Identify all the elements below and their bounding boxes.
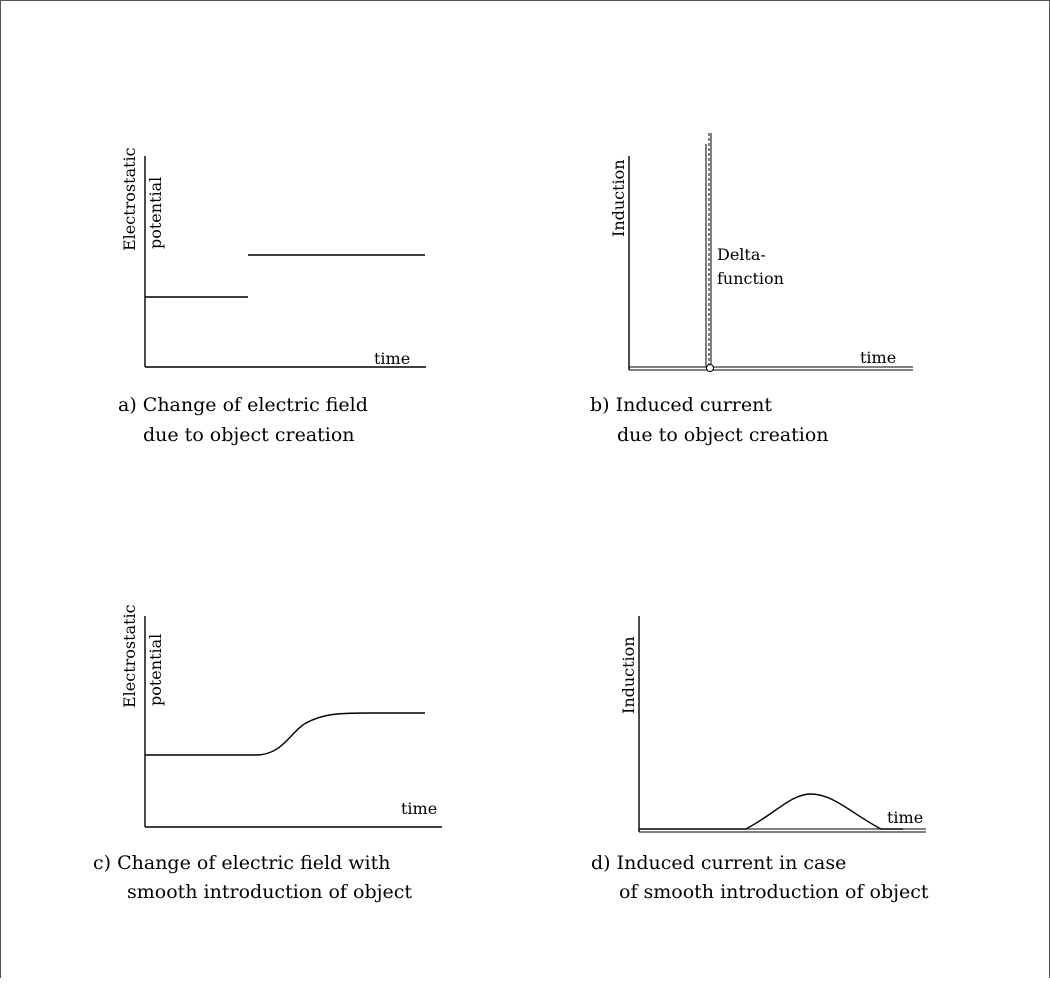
panel-c-xlabel: time <box>401 799 437 818</box>
panel-c-ylabel-line1: Electrostatic <box>120 604 139 708</box>
panel-b: Induction Delta- function time b) Induce… <box>590 133 913 446</box>
panel-a-ylabel-line1: Electrostatic <box>120 147 139 251</box>
panel-a-caption-line2: due to object creation <box>143 424 355 446</box>
panel-c-smooth-step-curve <box>145 712 425 756</box>
panel-c: Electrostatic potential time c) Change o… <box>93 604 442 903</box>
panel-a-caption-line1: a) Change of electric field <box>118 394 368 416</box>
panel-b-xlabel: time <box>860 348 896 367</box>
panel-d-bump-curve <box>639 793 903 830</box>
panel-d-ylabel: Induction <box>619 636 638 714</box>
panel-c-caption-line2: smooth introduction of object <box>127 881 412 903</box>
panel-d: Induction time d) Induced current in cas… <box>591 616 929 903</box>
panel-a-ylabel-line2: potential <box>146 177 165 249</box>
panel-b-spike-origin-circle <box>706 364 714 372</box>
panel-d-caption-line1: d) Induced current in case <box>591 852 846 874</box>
panel-b-annotation-line1: Delta- <box>717 245 766 264</box>
panel-b-ylabel: Induction <box>609 159 628 237</box>
panel-a-xlabel: time <box>374 349 410 368</box>
panel-d-caption-line2: of smooth introduction of object <box>619 881 929 903</box>
panel-d-xlabel: time <box>887 808 923 827</box>
panel-b-annotation-line2: function <box>717 269 784 288</box>
panel-c-ylabel-line2: potential <box>146 634 165 706</box>
panel-a: Electrostatic potential time a) Change o… <box>118 147 426 446</box>
panel-b-caption-line1: b) Induced current <box>590 394 772 416</box>
panel-c-caption-line1: c) Change of electric field with <box>93 852 390 874</box>
panel-b-caption-line2: due to object creation <box>617 424 829 446</box>
